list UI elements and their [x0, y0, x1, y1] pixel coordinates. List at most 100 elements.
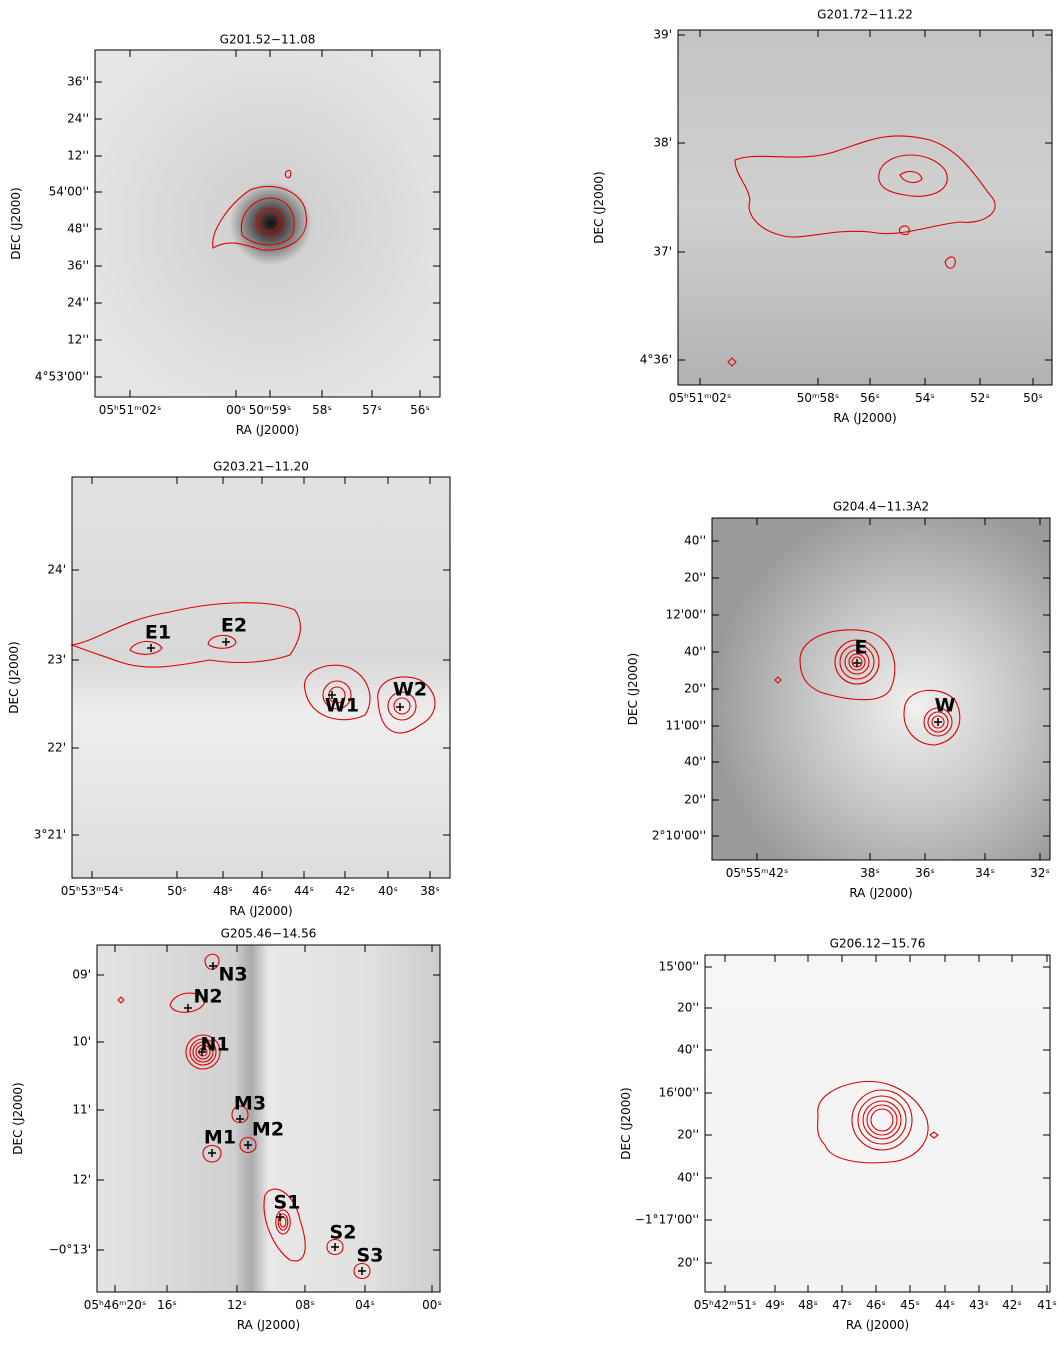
x-tick-label: 34ˢ [975, 866, 995, 880]
contour [834, 639, 880, 685]
contour [129, 640, 163, 655]
contour [851, 1089, 913, 1151]
y-tick-label: 40'' [684, 755, 706, 769]
y-tick-label: 24'' [67, 112, 89, 126]
panel: G206.12−15.76 05ʰ42ᵐ51ˢ 49ˢ 48ˢ 47ˢ 46ˢ 45ˢ 44ˢ… [619, 937, 1057, 1333]
x-tick-label: 46ˢ [866, 1298, 886, 1312]
panel-title: G201.72−11.22 [817, 8, 913, 22]
frame [94, 49, 441, 398]
x-tick-label: 41ˢ [1037, 1298, 1057, 1312]
x-tick-label: 40ˢ [378, 884, 398, 898]
source-marker [358, 1267, 366, 1275]
panel: E W G204.4−11.3A2 05ʰ55ᵐ42ˢ 38ˢ 36ˢ 34ˢ 32ˢ 40''… [626, 500, 1051, 900]
x-tick-label: 49ˢ [765, 1298, 785, 1312]
contour [734, 135, 996, 238]
source-marker [244, 1141, 252, 1149]
x-axis-label: RA (J2000) [236, 423, 299, 437]
y-tick-label: −0°13' [49, 1243, 91, 1257]
source-label: M1 [204, 1127, 236, 1149]
x-tick-label: 16ˢ [157, 1298, 177, 1312]
contour [185, 1034, 221, 1070]
contour [117, 996, 125, 1004]
source-label: N3 [218, 964, 247, 986]
contour [284, 169, 292, 179]
contour [231, 1105, 249, 1124]
x-tick-label: 45ˢ [900, 1298, 920, 1312]
y-tick-label: 20'' [677, 1128, 699, 1142]
frame [96, 944, 441, 1293]
y-tick-label: 36'' [67, 75, 89, 89]
source-marker [198, 1048, 206, 1056]
contour [69, 602, 301, 668]
y-tick-label: 20'' [677, 1256, 699, 1270]
y-axis-label: DEC (J2000) [592, 171, 606, 243]
source-label: E2 [221, 615, 247, 637]
y-tick-label: 12'' [67, 149, 89, 163]
contour [169, 992, 206, 1013]
y-tick-label: 40'' [677, 1171, 699, 1185]
x-tick-label: 04ˢ [355, 1298, 375, 1312]
contour [207, 634, 237, 649]
y-tick-label: 4°53'00'' [35, 370, 89, 384]
contour [774, 676, 782, 684]
panel: G201.52−11.08 05ʰ51ᵐ02ˢ 00ˢ 50ᵐ59ˢ 58ˢ 57ˢ 56ˢ… [9, 33, 441, 437]
panel-title: G204.4−11.3A2 [833, 500, 929, 514]
y-tick-label: 48'' [67, 222, 89, 236]
panel-title: G201.52−11.08 [220, 33, 316, 47]
contour [944, 256, 956, 269]
y-tick-label: 24'' [67, 296, 89, 310]
y-tick-label: 22' [47, 741, 66, 755]
contour [923, 707, 953, 737]
source-marker [276, 1213, 284, 1221]
x-tick-label: 05ʰ55ᵐ42ˢ [726, 866, 789, 880]
y-tick-label: 37' [653, 245, 672, 259]
y-axis-label: DEC (J2000) [7, 641, 21, 713]
contour [326, 1238, 344, 1256]
x-tick-label: 58ˢ [312, 403, 332, 417]
contour [817, 1080, 929, 1164]
source-marker [328, 691, 336, 699]
contour [899, 170, 923, 184]
y-tick-label: 12'00'' [666, 608, 706, 622]
contour [377, 676, 436, 734]
x-axis-label: RA (J2000) [229, 904, 292, 918]
contour [322, 680, 352, 710]
y-tick-label: 11'00'' [666, 719, 706, 733]
x-tick-label: 48ˢ [213, 884, 233, 898]
y-axis-label: DEC (J2000) [9, 187, 23, 259]
x-axis-label: RA (J2000) [846, 1318, 909, 1332]
contour [255, 207, 285, 237]
x-tick-label: 08ˢ [295, 1298, 315, 1312]
source-marker [184, 1004, 192, 1012]
x-tick-label: 05ʰ53ᵐ54ˢ [61, 884, 124, 898]
y-tick-label: 10' [72, 1035, 91, 1049]
y-tick-label: 3°21' [34, 828, 66, 842]
x-tick-label: 05ʰ51ᵐ02ˢ [669, 391, 732, 405]
source-marker [331, 1243, 339, 1251]
x-tick-label: 47ˢ [832, 1298, 852, 1312]
x-tick-label: 05ʰ42ᵐ51ˢ [694, 1298, 757, 1312]
x-axis-label: RA (J2000) [849, 886, 912, 900]
source-marker [934, 718, 942, 726]
source-label: N2 [193, 986, 222, 1008]
x-tick-label: 44ˢ [935, 1298, 955, 1312]
x-tick-label: 50ᵐ59ˢ [249, 403, 292, 417]
source-label: S1 [274, 1192, 301, 1214]
x-tick-label: 50ˢ [1023, 391, 1043, 405]
sky-image [712, 518, 1050, 860]
x-tick-label: 46ˢ [252, 884, 272, 898]
y-tick-label: 12' [72, 1173, 91, 1187]
x-tick-label: 42ˢ [1002, 1298, 1022, 1312]
source-label: W [935, 695, 956, 717]
x-tick-label: 48ˢ [798, 1298, 818, 1312]
source-label: S2 [330, 1222, 357, 1244]
x-axis-label: RA (J2000) [833, 411, 896, 425]
contour [727, 357, 737, 367]
x-tick-label: 38ˢ [860, 866, 880, 880]
x-tick-label: 42ˢ [335, 884, 355, 898]
y-tick-label: 24' [47, 563, 66, 577]
y-tick-label: 12'' [67, 333, 89, 347]
y-tick-label: 11' [72, 1103, 91, 1117]
contour [212, 186, 307, 251]
